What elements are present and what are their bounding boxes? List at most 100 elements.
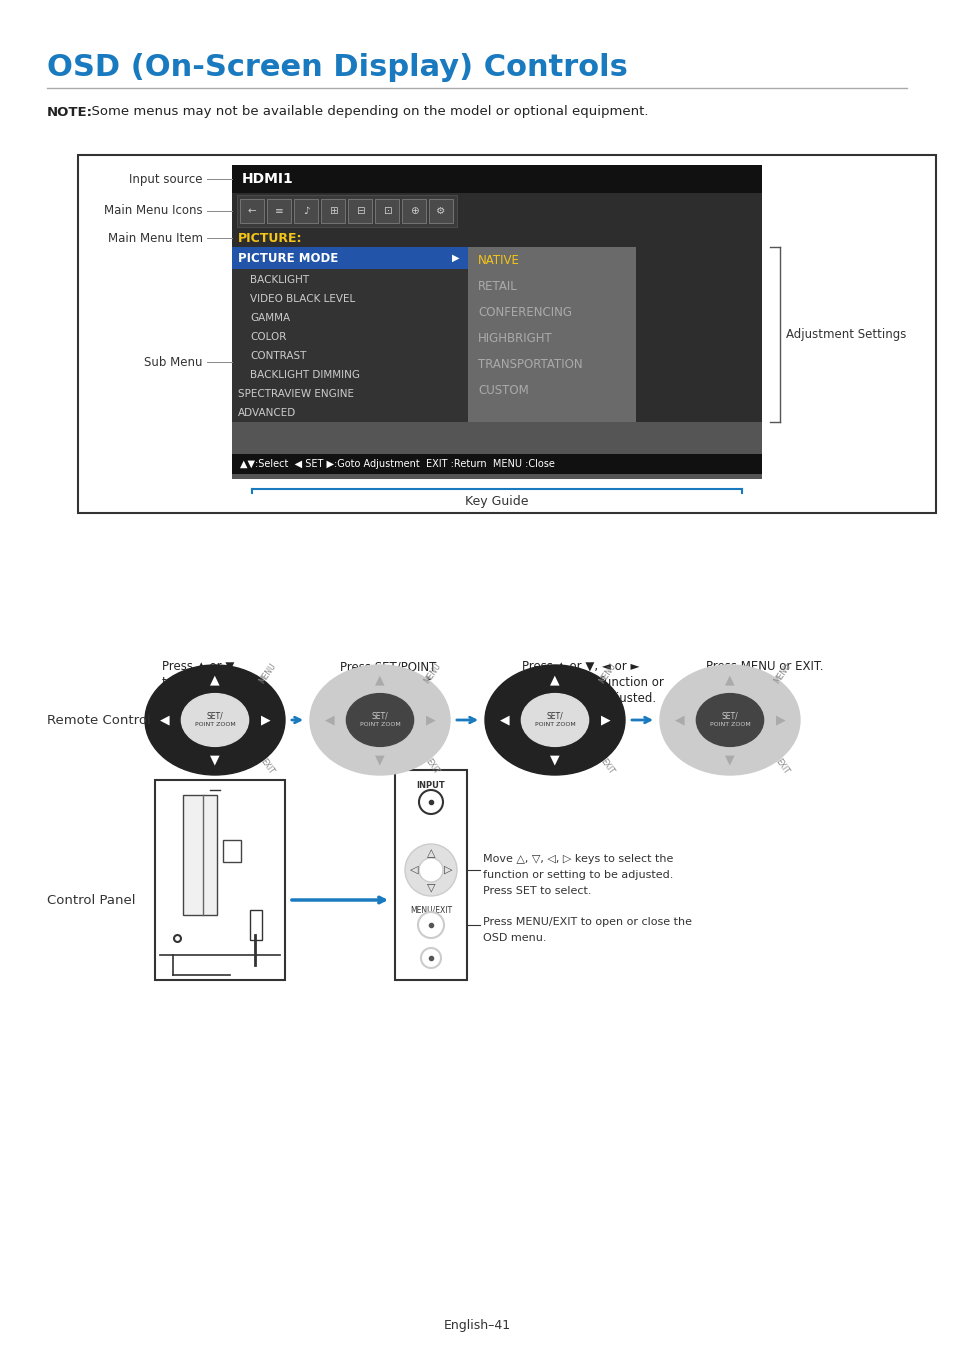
Text: ♪: ♪ bbox=[302, 207, 309, 216]
Text: setting to be adjusted.: setting to be adjusted. bbox=[521, 693, 656, 705]
FancyBboxPatch shape bbox=[468, 247, 636, 423]
Text: English–41: English–41 bbox=[443, 1319, 510, 1331]
FancyBboxPatch shape bbox=[348, 198, 372, 223]
Text: ▶: ▶ bbox=[775, 714, 784, 726]
Text: ADVANCED: ADVANCED bbox=[237, 408, 296, 418]
Ellipse shape bbox=[696, 694, 762, 747]
Text: ▷: ▷ bbox=[443, 865, 452, 875]
Ellipse shape bbox=[145, 666, 285, 775]
Text: Press MENU or EXIT.: Press MENU or EXIT. bbox=[705, 660, 822, 674]
Text: ⊕: ⊕ bbox=[409, 207, 418, 216]
Text: ▶: ▶ bbox=[425, 714, 435, 726]
Text: SET/: SET/ bbox=[546, 711, 563, 721]
Text: ▲: ▲ bbox=[375, 674, 384, 687]
Text: ≡: ≡ bbox=[274, 207, 283, 216]
FancyBboxPatch shape bbox=[250, 910, 262, 940]
Text: Sub Menu: Sub Menu bbox=[144, 355, 203, 369]
Text: ◁: ◁ bbox=[410, 865, 417, 875]
Text: EXIT: EXIT bbox=[423, 757, 440, 776]
Text: △: △ bbox=[426, 848, 435, 859]
FancyBboxPatch shape bbox=[223, 840, 241, 863]
FancyBboxPatch shape bbox=[232, 165, 761, 479]
FancyBboxPatch shape bbox=[154, 780, 285, 980]
Text: ◀: ◀ bbox=[159, 714, 170, 726]
Text: OSD menu.: OSD menu. bbox=[482, 933, 546, 944]
Text: NATIVE: NATIVE bbox=[477, 255, 519, 267]
Text: COLOR: COLOR bbox=[250, 332, 286, 342]
Text: Main Menu Item: Main Menu Item bbox=[108, 231, 203, 244]
Text: GAMMA: GAMMA bbox=[250, 313, 290, 323]
Circle shape bbox=[417, 913, 443, 938]
FancyBboxPatch shape bbox=[236, 194, 456, 227]
Text: Adjustment Settings: Adjustment Settings bbox=[785, 328, 905, 342]
Circle shape bbox=[420, 948, 440, 968]
Text: TRANSPORTATION: TRANSPORTATION bbox=[477, 359, 582, 371]
Text: NOTE:: NOTE: bbox=[47, 105, 92, 119]
Text: EXIT: EXIT bbox=[598, 757, 616, 776]
FancyBboxPatch shape bbox=[232, 230, 468, 247]
Text: ▲: ▲ bbox=[724, 674, 734, 687]
Ellipse shape bbox=[659, 666, 800, 775]
Text: Input source: Input source bbox=[130, 173, 203, 185]
Text: Control Panel: Control Panel bbox=[47, 894, 135, 906]
Text: Press SET to select.: Press SET to select. bbox=[482, 886, 591, 896]
Text: ◀: ◀ bbox=[674, 714, 683, 726]
Text: MENU: MENU bbox=[257, 662, 277, 684]
FancyBboxPatch shape bbox=[375, 198, 398, 223]
Text: EXIT: EXIT bbox=[258, 757, 275, 776]
Circle shape bbox=[405, 844, 456, 896]
Text: MENU/EXIT: MENU/EXIT bbox=[410, 906, 452, 914]
FancyBboxPatch shape bbox=[232, 247, 468, 269]
Text: ▶: ▶ bbox=[452, 252, 459, 263]
FancyBboxPatch shape bbox=[78, 155, 935, 513]
Text: ◀: ◀ bbox=[499, 714, 509, 726]
Ellipse shape bbox=[484, 666, 624, 775]
Text: function or setting to be adjusted.: function or setting to be adjusted. bbox=[482, 869, 673, 880]
Text: to navigate to a: to navigate to a bbox=[162, 676, 255, 688]
Text: Press ▲ or ▼: Press ▲ or ▼ bbox=[162, 660, 234, 674]
FancyBboxPatch shape bbox=[294, 198, 317, 223]
Text: Key Guide: Key Guide bbox=[465, 494, 528, 508]
FancyBboxPatch shape bbox=[401, 198, 426, 223]
Text: ▲: ▲ bbox=[210, 674, 219, 687]
Text: MENU: MENU bbox=[772, 662, 792, 684]
Text: to select the function or: to select the function or bbox=[521, 676, 663, 688]
FancyBboxPatch shape bbox=[240, 198, 264, 223]
Text: CUSTOM: CUSTOM bbox=[477, 385, 528, 397]
Text: ⊟: ⊟ bbox=[355, 207, 364, 216]
Text: ▼: ▼ bbox=[724, 753, 734, 765]
Text: RETAIL: RETAIL bbox=[477, 281, 517, 293]
Text: HDMI1: HDMI1 bbox=[242, 171, 294, 186]
FancyBboxPatch shape bbox=[232, 165, 761, 193]
Text: BACKLIGHT: BACKLIGHT bbox=[250, 275, 309, 285]
Text: ⚙: ⚙ bbox=[436, 207, 445, 216]
Text: Some menus may not be available depending on the model or optional equipment.: Some menus may not be available dependin… bbox=[83, 105, 648, 119]
Text: POINT ZOOM: POINT ZOOM bbox=[709, 722, 750, 728]
Text: HIGHBRIGHT: HIGHBRIGHT bbox=[477, 332, 552, 346]
Text: ▶: ▶ bbox=[260, 714, 270, 726]
Text: Press ▲ or ▼, ◄ or ►: Press ▲ or ▼, ◄ or ► bbox=[521, 660, 639, 674]
Text: ZOOM to select.: ZOOM to select. bbox=[339, 676, 435, 688]
Text: EXIT: EXIT bbox=[773, 757, 790, 776]
Text: ◀: ◀ bbox=[324, 714, 335, 726]
Text: Press MENU/EXIT to open or close the: Press MENU/EXIT to open or close the bbox=[482, 917, 691, 927]
FancyBboxPatch shape bbox=[395, 769, 467, 980]
Text: ▲: ▲ bbox=[550, 674, 559, 687]
Text: ▶: ▶ bbox=[600, 714, 610, 726]
Text: ⊡: ⊡ bbox=[382, 207, 391, 216]
Text: OSD (On-Screen Display) Controls: OSD (On-Screen Display) Controls bbox=[47, 54, 627, 82]
Text: BACKLIGHT DIMMING: BACKLIGHT DIMMING bbox=[250, 370, 359, 379]
Text: SET/: SET/ bbox=[372, 711, 388, 721]
Text: INPUT: INPUT bbox=[416, 782, 445, 791]
Circle shape bbox=[418, 790, 442, 814]
Text: SPECTRAVIEW ENGINE: SPECTRAVIEW ENGINE bbox=[237, 389, 354, 400]
Ellipse shape bbox=[310, 666, 450, 775]
Text: MENU: MENU bbox=[597, 662, 617, 684]
Text: POINT ZOOM: POINT ZOOM bbox=[194, 722, 235, 728]
Text: CONTRAST: CONTRAST bbox=[250, 351, 306, 360]
Text: ▼: ▼ bbox=[375, 753, 384, 765]
Text: CONFERENCING: CONFERENCING bbox=[477, 306, 572, 320]
Text: Move △, ▽, ◁, ▷ keys to select the: Move △, ▽, ◁, ▷ keys to select the bbox=[482, 855, 673, 864]
Text: Remote Control: Remote Control bbox=[47, 714, 151, 726]
FancyBboxPatch shape bbox=[320, 198, 345, 223]
